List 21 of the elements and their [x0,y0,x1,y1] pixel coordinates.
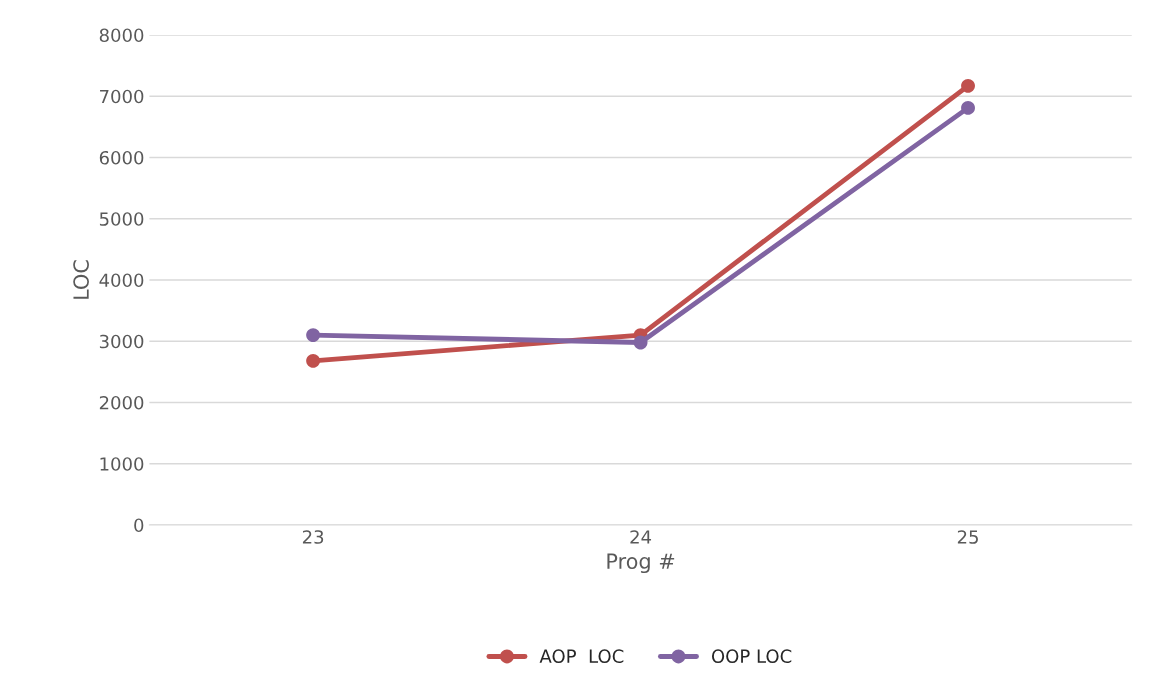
point [961,78,975,93]
y-tick-label: 5000 [99,212,144,226]
y-tick-label: 2000 [99,395,144,410]
x-tick-label: 24 [630,530,652,544]
y-tick-label: 8000 [99,28,144,43]
y-tick-label: 3000 [99,334,144,349]
point [306,353,321,368]
y-tick-label: 1000 [100,457,144,471]
y-tick-label: 7000 [100,89,144,104]
x-tick-label: 25 [957,530,978,544]
point [961,100,975,115]
point [633,335,648,350]
point [306,328,321,343]
x-tick-label: 23 [302,530,324,544]
y-tick-label: 0 [134,518,144,533]
y-tick-label: 6000 [99,150,144,165]
legend-label: OOP LOC [711,649,792,664]
y-tick-label: 4000 [99,273,144,288]
x-axis-title: Prog # [607,553,675,574]
y-axis-title: LOC [73,260,89,299]
legend-label: AOP LOC [539,649,624,664]
